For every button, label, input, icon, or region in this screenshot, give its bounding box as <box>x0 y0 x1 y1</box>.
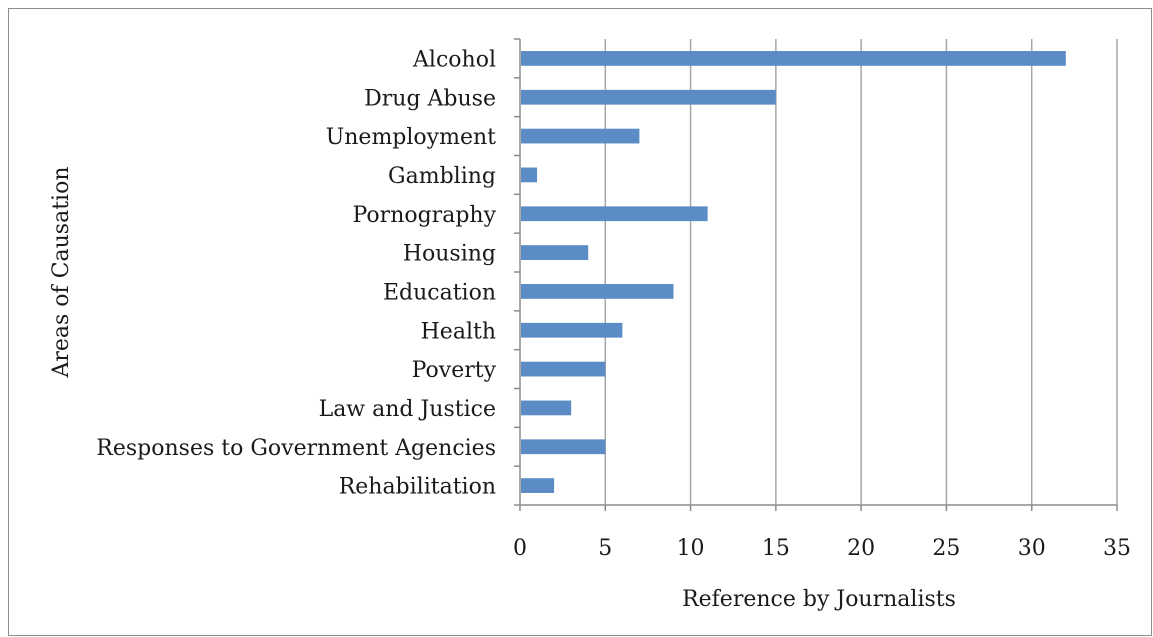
bar-education <box>521 284 674 299</box>
category-label: Alcohol <box>412 47 496 72</box>
x-tick-label: 25 <box>932 536 960 561</box>
bar-law-and-justice <box>521 400 572 416</box>
bar-health <box>521 322 623 338</box>
gridlines <box>604 39 1118 505</box>
category-label: Unemployment <box>326 125 496 150</box>
chart-frame <box>8 8 1152 636</box>
x-tick-label: 30 <box>1018 536 1046 561</box>
bar-gambling <box>521 167 538 183</box>
category-label: Law and Justice <box>319 397 496 422</box>
x-tick-label: 0 <box>513 536 527 561</box>
axes <box>514 38 1118 511</box>
category-label: Poverty <box>412 358 497 383</box>
bar-pornography <box>521 206 708 222</box>
bar-rehabilitation <box>521 478 555 493</box>
category-label: Housing <box>403 242 496 267</box>
category-label: Health <box>421 319 496 344</box>
x-tick-label: 35 <box>1103 536 1131 561</box>
category-label: Pornography <box>353 203 497 228</box>
category-label: Education <box>383 280 496 305</box>
x-axis-title: Reference by Journalists <box>682 587 956 612</box>
bar-housing <box>521 245 589 260</box>
x-tick-label: 20 <box>847 536 875 561</box>
x-tick-label: 5 <box>598 536 612 561</box>
category-label: Rehabilitation <box>339 475 496 500</box>
y-axis-title: Areas of Causation <box>49 166 74 378</box>
x-tick-labels: 0 5 10 15 20 25 30 35 <box>513 536 1131 561</box>
category-label: Gambling <box>388 164 496 189</box>
bar-responses-to-government-agencies <box>521 439 606 455</box>
bar-unemployment <box>521 128 640 144</box>
bar-poverty <box>521 361 606 377</box>
category-labels: Alcohol Drug Abuse Unemployment Gambling Por… <box>96 47 496 499</box>
bars <box>521 51 1066 493</box>
x-tick-label: 15 <box>762 536 790 561</box>
bar-drug-abuse <box>521 89 776 105</box>
category-label: Responses to Government Agencies <box>96 436 496 461</box>
x-tick-label: 10 <box>677 536 705 561</box>
category-label: Drug Abuse <box>364 86 496 111</box>
bar-alcohol <box>521 51 1066 66</box>
